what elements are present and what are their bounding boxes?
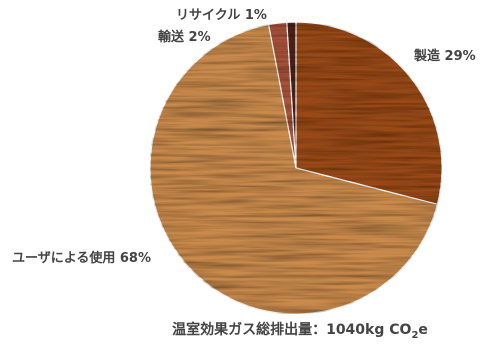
label-user-usage: ユーザによる使用 68% [12,250,151,266]
slice-recycle [286,21,297,169]
slice-manufacturing [295,21,443,206]
slice-user-usage [149,23,439,315]
total-emissions-label: 温室効果ガス総排出量：1040kg CO2e [172,321,428,341]
pie-labels: 製造 29% ユーザによる使用 68% 輸送 2% リサイクル 1% [12,8,476,266]
label-manufacturing: 製造 29% [413,48,476,64]
pie-slices [149,21,443,315]
total-emissions-subscript: 2 [411,330,418,341]
label-recycle: リサイクル 1% [176,8,267,23]
label-transport: 輸送 2% [158,29,211,45]
total-emissions-suffix: e [418,322,428,338]
total-emissions-prefix: 温室効果ガス総排出量：1040kg CO [172,321,411,338]
